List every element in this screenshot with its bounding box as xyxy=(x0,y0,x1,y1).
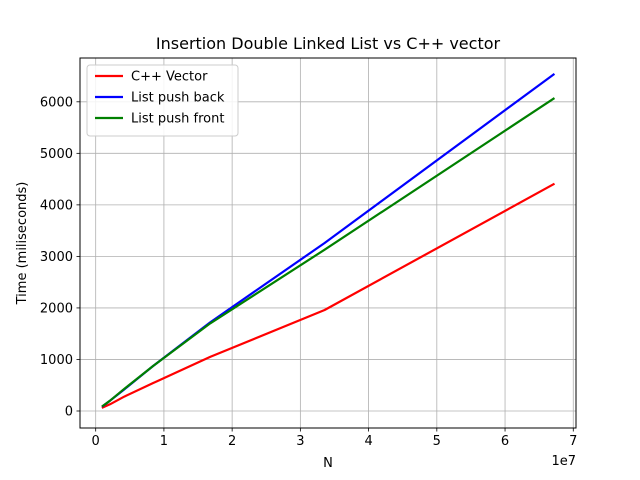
x-tick-label: 1 xyxy=(160,434,168,449)
y-tick-label: 3000 xyxy=(40,250,73,265)
legend-label-2: List push back xyxy=(131,91,225,106)
legend: C++ Vector List push back List push front xyxy=(86,64,239,137)
y-tick-label: 0 xyxy=(65,404,73,419)
plot-frame xyxy=(79,57,577,429)
chart-title: Insertion Double Linked List vs C++ vect… xyxy=(156,34,501,53)
x-axis-label: N xyxy=(323,456,333,471)
y-tick-label: 1000 xyxy=(40,353,73,368)
x-tick-label: 5 xyxy=(433,434,441,449)
x-tick-label: 4 xyxy=(364,434,372,449)
series-line-3 xyxy=(101,97,556,408)
x-tick-label: 3 xyxy=(296,434,304,449)
y-axis-label: Time (miliseconds) xyxy=(15,182,30,306)
axis-ticks: 0 1 2 3 4 5 6 7 0 1000 2000 3000 4000 5000 6000 xyxy=(40,95,578,449)
legend-label-3: List push front xyxy=(131,112,224,127)
series-line-1 xyxy=(101,182,556,409)
x-tick-label: 6 xyxy=(501,434,509,449)
y-tick-label: 6000 xyxy=(40,95,73,110)
x-tick-label: 7 xyxy=(569,434,577,449)
series-lines xyxy=(101,72,556,409)
y-tick-label: 5000 xyxy=(40,147,73,162)
x-axis-offset-label: 1e7 xyxy=(551,454,576,469)
x-tick-label: 0 xyxy=(92,434,100,449)
y-tick-label: 4000 xyxy=(40,198,73,213)
x-tick-label: 2 xyxy=(228,434,236,449)
y-tick-label: 2000 xyxy=(40,301,73,316)
legend-box xyxy=(86,64,239,137)
legend-label-1: C++ Vector xyxy=(131,70,208,85)
